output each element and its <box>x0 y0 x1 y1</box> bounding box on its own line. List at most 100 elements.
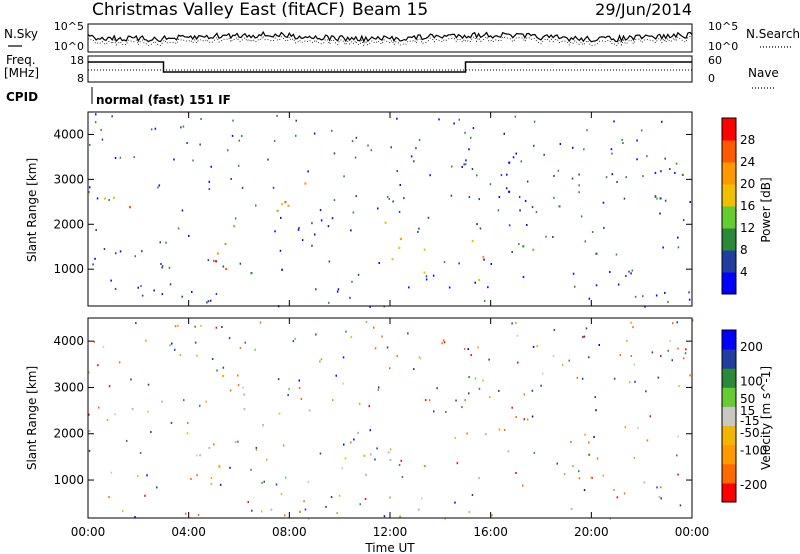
scatter-cell <box>335 374 337 377</box>
scatter-cell <box>471 168 474 170</box>
scatter-cell <box>95 113 97 116</box>
scatter-cell <box>222 265 225 268</box>
scatter-cell <box>450 194 453 197</box>
scatter-cell <box>523 393 526 396</box>
scatter-cell <box>646 155 648 158</box>
scatter-cell <box>659 197 662 200</box>
scatter-cell <box>491 514 493 517</box>
scatter-cell <box>463 347 466 350</box>
scatter-cell <box>517 361 519 364</box>
colorbar-tick-label: -15 <box>740 414 760 428</box>
colorbar-tick-label: 12 <box>740 221 755 235</box>
noise-tick-left-bottom: 10^0 <box>54 40 84 53</box>
scatter-cell <box>443 341 446 344</box>
scatter-cell <box>275 483 278 486</box>
scatter-cell <box>279 249 282 252</box>
scatter-cell <box>295 134 297 137</box>
scatter-cell <box>658 495 661 499</box>
scatter-cell <box>542 372 544 375</box>
colorbar-tick-label: 15 <box>740 404 755 418</box>
scatter-cell <box>199 454 202 457</box>
scatter-cell <box>596 457 599 460</box>
scatter-cell <box>239 262 242 265</box>
scatter-cell <box>304 182 307 185</box>
colorbar-swatch <box>722 463 736 484</box>
scatter-cell <box>453 122 455 125</box>
scatter-cell <box>676 454 678 457</box>
scatter-cell <box>150 431 152 433</box>
scatter-cell <box>508 161 511 164</box>
scatter-cell <box>628 270 630 273</box>
scatter-cell <box>157 186 159 189</box>
scatter-cell <box>476 174 478 177</box>
scatter-cell <box>511 251 513 253</box>
scatter-cell <box>108 496 110 499</box>
power-colorbar-label: Power [dB] <box>759 177 773 242</box>
scatter-cell <box>237 374 239 377</box>
freq-unit-label: [MHz] <box>4 66 39 80</box>
scatter-cell <box>630 272 632 275</box>
scatter-cell <box>532 345 535 348</box>
scatter-cell <box>674 171 676 174</box>
colorbar-swatch <box>722 425 736 446</box>
scatter-cell <box>561 364 564 367</box>
scatter-cell <box>489 396 491 399</box>
scatter-cell <box>103 248 106 250</box>
scatter-cell <box>667 301 669 304</box>
scatter-cell <box>161 400 164 403</box>
colorbar-swatch <box>722 349 736 369</box>
scatter-cell <box>207 300 210 303</box>
scatter-cell <box>427 216 430 219</box>
scatter-cell <box>215 293 218 295</box>
scatter-cell <box>468 511 470 513</box>
scatter-cell <box>287 394 289 397</box>
scatter-cell <box>389 496 391 499</box>
scatter-cell <box>134 516 136 519</box>
scatter-cell <box>643 481 646 484</box>
scatter-cell <box>169 283 172 286</box>
scatter-cell <box>177 227 180 230</box>
scatter-cell <box>210 482 213 485</box>
scatter-cell <box>609 271 611 273</box>
scatter-cell <box>621 138 623 141</box>
y-tick-label: 1000 <box>53 262 84 276</box>
scatter-cell <box>96 197 99 200</box>
scatter-cell <box>350 229 352 232</box>
scatter-cell <box>664 199 667 202</box>
scatter-cell <box>391 258 394 261</box>
scatter-cell <box>262 424 264 427</box>
scatter-cell <box>451 165 453 168</box>
scatter-cell <box>677 236 679 239</box>
scatter-cell <box>231 134 234 137</box>
scatter-cell <box>633 457 636 459</box>
scatter-cell <box>578 477 581 480</box>
scatter-cell <box>118 361 121 364</box>
scatter-cell <box>355 136 358 139</box>
scatter-cell <box>349 296 351 299</box>
scatter-cell <box>134 255 136 258</box>
scatter-cell <box>660 170 662 173</box>
scatter-cell <box>121 510 124 513</box>
scatter-cell <box>584 240 586 243</box>
scatter-cell <box>194 341 197 344</box>
colorbar-swatch <box>722 444 736 465</box>
velocity-axes: 1000 2000 3000 4000 <box>53 318 693 518</box>
scatter-cell <box>363 454 366 457</box>
scatter-cell <box>676 321 678 324</box>
scatter-cell <box>474 281 476 284</box>
scatter-cell <box>270 508 273 511</box>
scatter-cell <box>508 224 511 227</box>
x-axis-label: Time UT <box>364 541 415 554</box>
scatter-cell <box>288 387 290 390</box>
scatter-cell <box>497 209 500 212</box>
scatter-cell <box>572 272 575 275</box>
scatter-cell <box>243 393 246 396</box>
scatter-cell <box>584 433 586 436</box>
scatter-cell <box>629 381 631 384</box>
scatter-cell <box>242 386 244 389</box>
scatter-cell <box>464 131 466 134</box>
scatter-cell <box>337 288 340 291</box>
scatter-cell <box>140 285 142 287</box>
scatter-cell <box>159 241 161 244</box>
colorbar-tick-label: 4 <box>740 265 748 279</box>
